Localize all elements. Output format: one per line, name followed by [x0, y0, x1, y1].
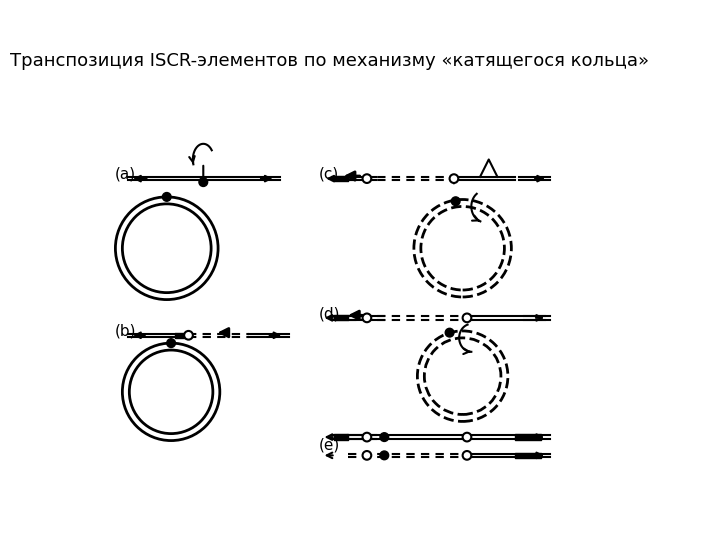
Circle shape	[199, 178, 207, 186]
Text: Транспозиция ISCR-элементов по механизму «катящегося кольца»: Транспозиция ISCR-элементов по механизму…	[10, 52, 649, 70]
Circle shape	[449, 174, 459, 183]
Circle shape	[380, 451, 389, 460]
Text: (b): (b)	[114, 323, 136, 339]
Circle shape	[163, 193, 171, 201]
Text: (c): (c)	[319, 167, 339, 182]
Text: (a): (a)	[114, 167, 135, 182]
Circle shape	[451, 197, 460, 206]
Circle shape	[184, 331, 193, 340]
Circle shape	[363, 451, 372, 460]
Circle shape	[445, 328, 454, 337]
Text: (e): (e)	[319, 438, 341, 453]
Circle shape	[167, 339, 176, 347]
Circle shape	[363, 314, 372, 322]
Circle shape	[463, 314, 472, 322]
Circle shape	[363, 433, 372, 441]
Text: (d): (d)	[319, 306, 341, 321]
Circle shape	[380, 433, 389, 441]
Circle shape	[463, 451, 472, 460]
Circle shape	[463, 433, 472, 441]
Circle shape	[363, 174, 372, 183]
